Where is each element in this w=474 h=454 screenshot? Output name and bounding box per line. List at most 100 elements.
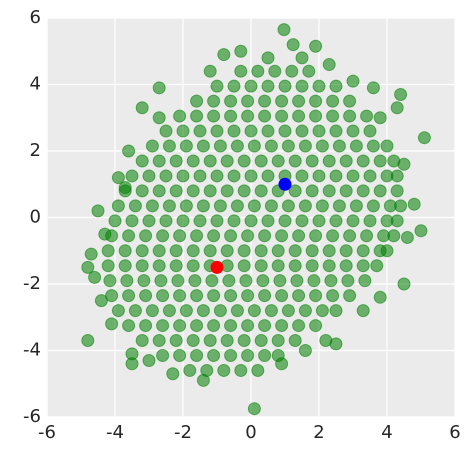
point [326,109,340,123]
point [298,304,312,318]
point [237,154,251,168]
point [234,363,248,377]
point [322,154,336,168]
point [230,304,244,318]
point [281,139,295,153]
point [271,334,285,348]
point [217,363,231,377]
point [380,244,394,258]
point [366,139,380,153]
point [81,260,95,274]
point [397,277,411,291]
point [295,169,309,183]
point [179,139,193,153]
point [241,229,255,243]
point [271,244,285,258]
point [261,124,275,138]
point [84,247,98,261]
point [356,154,370,168]
point [273,274,287,288]
point [224,348,238,362]
point [224,289,238,303]
point [169,334,183,348]
y-tick-label: -6 [23,406,41,427]
point [159,214,173,228]
point [343,94,357,108]
point [247,199,261,213]
point [258,109,272,123]
point [196,373,210,387]
point [156,319,170,333]
point [122,289,136,303]
point [288,184,302,198]
point [315,139,329,153]
point [224,319,238,333]
point [251,363,265,377]
point [397,157,411,171]
point [162,304,176,318]
point [137,274,151,288]
point [135,334,149,348]
point [190,319,204,333]
point [312,169,326,183]
point [264,304,278,318]
point [173,109,187,123]
point [193,169,207,183]
point [305,184,319,198]
point [254,184,268,198]
point [244,169,258,183]
point [292,289,306,303]
point [298,199,312,213]
point [363,169,377,183]
point [203,334,217,348]
point [203,154,217,168]
point [118,244,132,258]
point [227,79,241,93]
point [101,244,115,258]
point [315,304,329,318]
point [118,259,132,273]
point [213,139,227,153]
point [309,109,323,123]
point [288,244,302,258]
point [341,274,355,288]
point [305,154,319,168]
point [254,259,268,273]
point [247,304,261,318]
point [190,94,204,108]
point [356,304,370,318]
point [329,337,343,351]
point [286,38,300,52]
point [339,244,353,258]
point [111,304,125,318]
point [125,357,139,371]
point [295,124,309,138]
point [224,94,238,108]
point [220,154,234,168]
point [173,289,187,303]
point [373,290,387,304]
point [237,334,251,348]
point [373,154,387,168]
point [234,44,248,58]
point [166,367,180,381]
point [346,74,360,88]
point [169,184,183,198]
y-tick-label: -4 [23,340,41,361]
point [271,259,285,273]
point [241,289,255,303]
point [339,259,353,273]
point [190,289,204,303]
point [108,214,122,228]
point [173,348,187,362]
point [394,87,408,101]
point [176,124,190,138]
x-tick-label: -4 [106,422,124,443]
point [251,64,265,78]
point [111,199,125,213]
point [179,304,193,318]
point [390,169,404,183]
point [298,139,312,153]
point [394,199,408,213]
